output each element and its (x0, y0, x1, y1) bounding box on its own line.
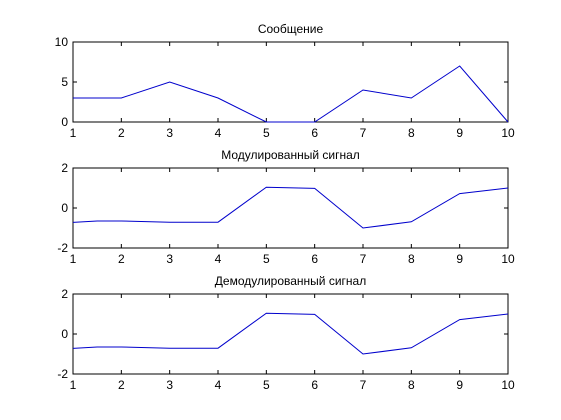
x-tick-label: 2 (118, 378, 125, 392)
y-tick-label: -2 (57, 367, 68, 381)
x-tick-label: 9 (456, 378, 463, 392)
x-tick-label: 5 (263, 252, 270, 266)
series-line (72, 312, 509, 355)
subplot-1: Сообщение 1 2 3 4 5 6 7 8 9 10 0 5 10 (55, 22, 515, 140)
x-tick-label: 9 (456, 126, 463, 140)
x-tick-label: 6 (311, 252, 318, 266)
y-tick-label: 0 (61, 201, 68, 215)
x-tick-label: 1 (70, 252, 77, 266)
y-tick-label: 0 (61, 115, 68, 129)
x-tick-label: 10 (501, 252, 515, 266)
x-tick-label: 1 (70, 378, 77, 392)
x-tick-label: 7 (360, 252, 367, 266)
x-tick-label: 2 (118, 252, 125, 266)
x-tick-label: 1 (70, 126, 77, 140)
x-tick-label: 10 (501, 378, 515, 392)
x-tick-label: 3 (166, 252, 173, 266)
chart-title: Демодулированный сигнал (215, 274, 366, 288)
y-tick-label: 0 (61, 327, 68, 341)
x-tick-label: 7 (360, 378, 367, 392)
chart-title: Сообщение (258, 22, 324, 36)
x-tick-label: 3 (166, 378, 173, 392)
series-line (72, 186, 509, 229)
x-tick-label: 2 (118, 126, 125, 140)
x-tick-label: 8 (408, 126, 415, 140)
axes-box (72, 41, 509, 123)
subplot-3: Демодулированный сигнал 1 2 3 4 5 6 7 8 9 10 -2 0 2 (57, 274, 515, 392)
x-tick-label: 8 (408, 252, 415, 266)
x-tick-label: 6 (311, 378, 318, 392)
x-tick-label: 7 (360, 126, 367, 140)
x-tick-label: 9 (456, 252, 463, 266)
y-tick-label: 2 (61, 161, 68, 175)
x-tick-label: 4 (215, 126, 222, 140)
y-tick-label: 5 (61, 75, 68, 89)
series-line (73, 65, 509, 123)
x-tick-label: 5 (263, 126, 270, 140)
x-tick-label: 8 (408, 378, 415, 392)
x-tick-label: 4 (215, 252, 222, 266)
y-tick-label: 10 (55, 35, 69, 49)
x-tick-label: 4 (215, 378, 222, 392)
chart-title: Модулированный сигнал (221, 148, 360, 162)
axes-box (72, 293, 509, 375)
axes-box (72, 167, 509, 249)
y-tick-label: 2 (61, 287, 68, 301)
x-tick-label: 10 (501, 126, 515, 140)
x-tick-label: 5 (263, 378, 270, 392)
subplot-2: Модулированный сигнал 1 2 3 4 5 6 7 8 9 10 -2 0 2 (57, 148, 515, 266)
y-tick-label: -2 (57, 241, 68, 255)
x-tick-label: 6 (311, 126, 318, 140)
x-tick-label: 3 (166, 126, 173, 140)
